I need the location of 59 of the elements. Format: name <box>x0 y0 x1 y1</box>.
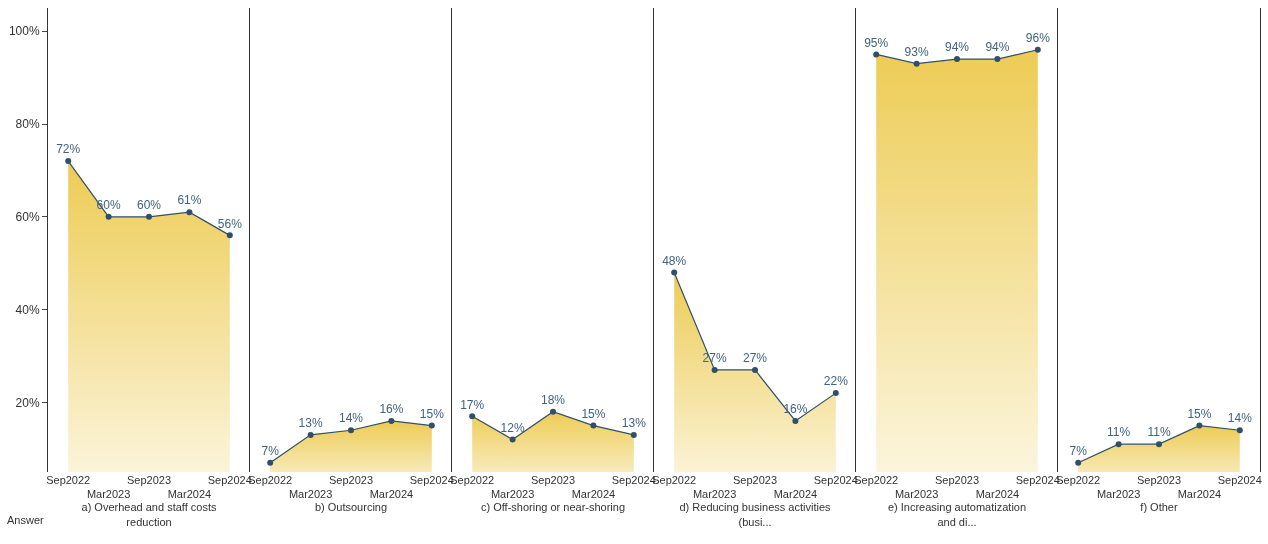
x-tick-label: Mar2024 <box>369 488 414 501</box>
data-label: 48% <box>662 253 687 268</box>
y-tick-label: 40% <box>15 302 40 317</box>
x-tick-label: Sep2023 <box>732 474 778 486</box>
data-label: 7% <box>1069 443 1088 458</box>
data-label: 27% <box>742 351 768 366</box>
data-label: 13% <box>298 416 323 431</box>
data-label: 14% <box>338 411 364 426</box>
data-label: 72% <box>56 142 81 157</box>
x-tick-label: Mar2023 <box>288 488 333 501</box>
x-tick-label: Sep2023 <box>328 474 374 486</box>
data-label: 96% <box>1025 31 1051 46</box>
data-label: 56% <box>217 216 243 231</box>
data-label: 14% <box>1227 411 1253 426</box>
x-tick-label: Mar2024 <box>773 488 818 501</box>
data-label: 18% <box>540 392 566 407</box>
data-label: 94% <box>985 40 1010 55</box>
data-label: 11% <box>1147 425 1171 440</box>
x-axis-title: d) Reducing business activities (busi... <box>679 501 831 528</box>
data-label: 11% <box>1107 425 1131 440</box>
x-tick-label: Mar2023 <box>1096 488 1141 501</box>
data-label: 15% <box>581 406 606 421</box>
y-tick-label: 60% <box>15 210 40 224</box>
x-tick-label: Mar2024 <box>1177 488 1222 501</box>
x-axis-title: b) Outsourcing <box>314 501 388 514</box>
data-label: 95% <box>864 35 889 50</box>
x-tick-label: Sep2023 <box>530 474 576 486</box>
x-tick-label: Sep2023 <box>126 474 172 486</box>
data-label: 16% <box>379 402 404 417</box>
x-axis-title: a) Overhead and staff costs reduction <box>81 501 217 528</box>
x-tick-label: Sep2022 <box>46 474 91 486</box>
data-label: 13% <box>621 416 647 431</box>
data-label: 7% <box>261 443 280 458</box>
x-tick-label: Mar2023 <box>894 488 939 501</box>
x-tick-label: Mar2024 <box>167 488 212 501</box>
x-tick-label: Sep2024 <box>1217 474 1262 486</box>
data-label: 15% <box>1187 406 1212 421</box>
x-axis-title: c) Off-shoring or near-shoring <box>480 501 626 514</box>
text: Answer <box>7 514 45 526</box>
x-tick-label: Mar2023 <box>692 488 737 501</box>
y-tick-label: 80% <box>15 117 40 132</box>
data-label: 60% <box>136 198 162 213</box>
x-tick-label: Sep2023 <box>934 474 980 486</box>
x-tick-label: Mar2023 <box>490 488 535 501</box>
x-tick-label: Mar2024 <box>571 488 616 501</box>
x-tick-label: Sep2023 <box>1136 474 1182 486</box>
data-label: 17% <box>460 397 485 412</box>
data-label: 93% <box>904 44 929 59</box>
data-label: 12% <box>500 420 525 435</box>
data-label: 15% <box>419 406 445 421</box>
y-tick-label: 100% <box>8 24 40 39</box>
y-tick-label: 20% <box>15 395 40 410</box>
x-tick-label: Mar2024 <box>975 488 1020 501</box>
x-axis-title: f) Other <box>1140 501 1178 514</box>
x-tick-label: Mar2023 <box>86 488 131 501</box>
data-label: 61% <box>177 193 202 208</box>
data-label: 94% <box>944 40 970 55</box>
data-label: 22% <box>823 374 849 389</box>
x-axis-title: e) Increasing automatization and di... <box>887 501 1027 528</box>
